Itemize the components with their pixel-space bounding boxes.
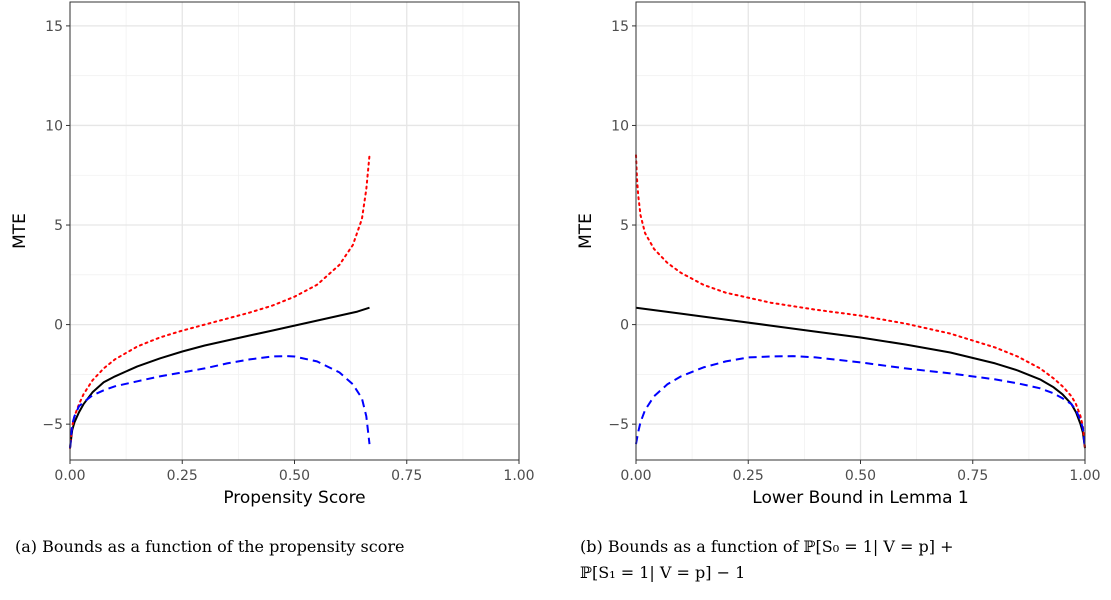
x-tick-label: 0.25 <box>167 468 198 484</box>
caption-a: (a) Bounds as a function of the propensi… <box>15 534 404 560</box>
series-line-solid <box>69 306 370 449</box>
chart-panel-b: 0.00 0.25 0.50 0.75 1.00 −5 0 5 10 15 Lower Bound … <box>576 1 1101 508</box>
x-tick-label: 0.50 <box>845 468 876 484</box>
y-axis-title: MTE <box>576 213 596 249</box>
y-tick-label: −5 <box>42 417 63 433</box>
x-tick-label: 0.00 <box>54 468 85 484</box>
series-line-dashed <box>69 355 371 449</box>
y-axis-title: MTE <box>10 213 30 249</box>
caption-b-line1: (b) Bounds as a function of ℙ[S₀ = 1| V … <box>580 537 954 556</box>
x-tick-label: 0.25 <box>733 468 764 484</box>
charts-canvas: 0.00 0.25 0.50 0.75 1.00 −5 0 5 10 15 Propensity S… <box>10 1 1101 508</box>
x-axis-title: Lower Bound in Lemma 1 <box>752 488 968 508</box>
caption-b: (b) Bounds as a function of ℙ[S₀ = 1| V … <box>580 534 954 586</box>
series-line-dashed <box>635 355 1086 449</box>
y-tick-label: 10 <box>611 118 629 134</box>
x-tick-label: 0.75 <box>957 468 988 484</box>
x-tick-label: 1.00 <box>1069 468 1100 484</box>
x-tick-label: 0.50 <box>279 468 310 484</box>
y-tick-label: 0 <box>54 318 63 334</box>
x-tick-label: 0.75 <box>391 468 422 484</box>
y-tick-label: 5 <box>620 218 629 234</box>
y-tick-label: 5 <box>54 218 63 234</box>
x-tick-label: 1.00 <box>503 468 534 484</box>
x-axis-title: Propensity Score <box>223 488 365 508</box>
caption-a-text: (a) Bounds as a function of the propensi… <box>15 537 405 556</box>
y-tick-label: 15 <box>611 19 629 35</box>
y-tick-label: 10 <box>45 118 63 134</box>
y-tick-label: −5 <box>608 417 629 433</box>
series-line-dotted <box>69 154 371 450</box>
y-tick-label: 15 <box>45 19 63 35</box>
x-tick-label: 0.00 <box>620 468 651 484</box>
y-tick-label: 0 <box>620 318 629 334</box>
caption-b-line2: ℙ[S₁ = 1| V = p] − 1 <box>580 563 746 582</box>
chart-panel-a: 0.00 0.25 0.50 0.75 1.00 −5 0 5 10 15 Propensity S… <box>10 1 535 508</box>
series-line-dotted <box>635 154 1086 450</box>
